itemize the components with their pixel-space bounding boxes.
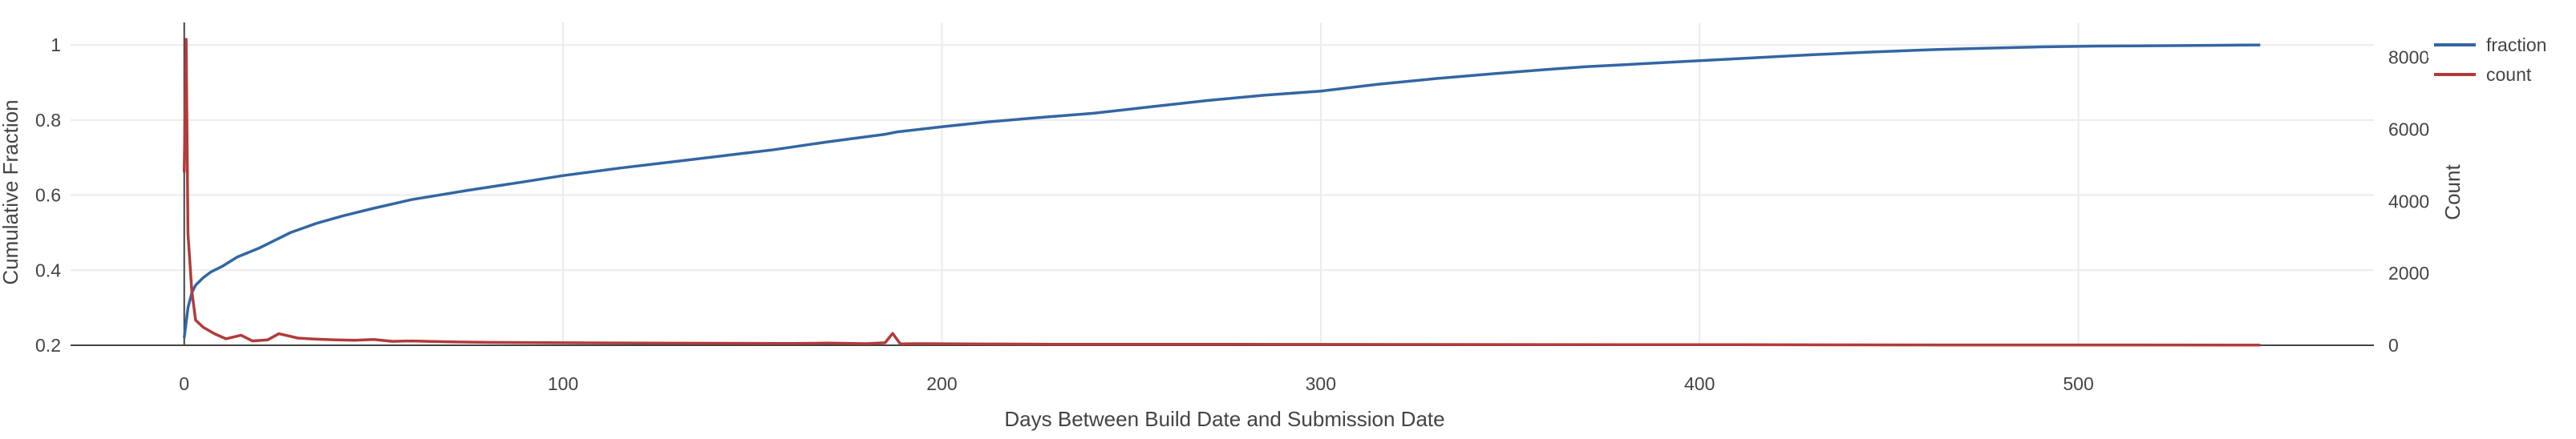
series-line-fraction	[182, 43, 2261, 338]
y-tick-label-left: 0.6	[35, 185, 61, 206]
axis-layer: 0 100 200 300 400 500 0.2 0.4 0.6 0.8 1 0 2000 4000 60…	[35, 22, 2429, 394]
x-tick-label: 500	[2063, 373, 2093, 394]
y-tick-label-right: 8000	[2388, 47, 2429, 68]
legend: fraction count	[2428, 32, 2564, 87]
y-tick-label-right: 2000	[2388, 263, 2429, 284]
y-tick-label-left: 1	[51, 34, 61, 55]
x-tick-label: 0	[179, 373, 189, 394]
label-layer: Days Between Build Date and Submission D…	[0, 99, 2465, 431]
x-tick-label: 300	[1306, 373, 1336, 394]
y-tick-label-right: 6000	[2388, 119, 2429, 139]
grid-layer	[71, 22, 2374, 346]
x-tick-label: 400	[1684, 373, 1715, 394]
legend-label-fraction: fraction	[2486, 34, 2546, 55]
y-tick-label-right: 0	[2388, 335, 2399, 356]
y-axis-title-right: Count	[2440, 164, 2465, 220]
series-layer	[182, 38, 2261, 347]
x-tick-label: 100	[548, 373, 578, 394]
y-tick-label-left: 0.4	[35, 260, 61, 280]
y-tick-label-left: 0.8	[35, 110, 61, 131]
y-axis-title-left: Cumulative Fraction	[0, 99, 22, 284]
x-axis-title: Days Between Build Date and Submission D…	[1004, 407, 1444, 431]
y-tick-label-right: 4000	[2388, 191, 2429, 211]
legend-label-count: count	[2486, 64, 2532, 85]
series-line-count	[182, 38, 2261, 347]
y-tick-label-left: 0.2	[35, 335, 61, 356]
x-tick-label: 200	[926, 373, 957, 394]
